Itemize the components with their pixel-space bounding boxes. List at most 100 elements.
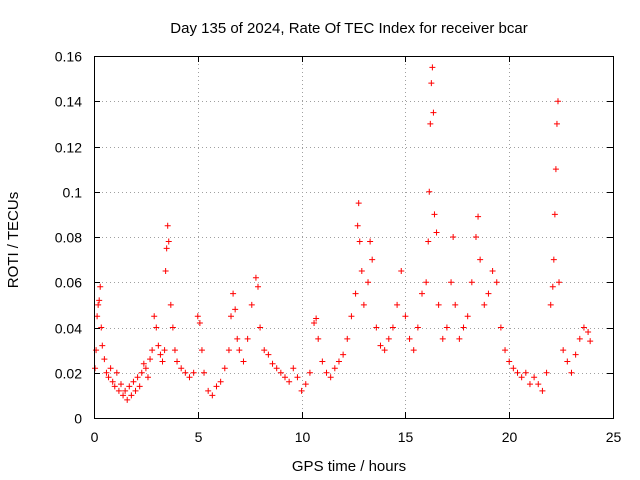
data-point [167, 301, 174, 308]
data-point [547, 301, 554, 308]
data-point [151, 313, 158, 320]
data-point [138, 369, 145, 376]
data-point [196, 319, 203, 326]
data-point [302, 381, 309, 388]
data-point [213, 383, 220, 390]
x-tick-label: 5 [195, 429, 203, 445]
data-point [115, 387, 122, 394]
data-point [178, 365, 185, 372]
data-point [419, 290, 426, 297]
data-point [101, 356, 108, 363]
data-point [164, 222, 171, 229]
y-axis-label: ROTI / TECUs [5, 192, 22, 288]
data-point [510, 365, 517, 372]
data-point [159, 358, 166, 365]
data-point [130, 378, 137, 385]
data-point [410, 347, 417, 354]
axis-ticks: 0 5 10 15 20 25 0 0.02 0.04 0.06 0.08 0.1 0.12 0.14 0.… [55, 49, 622, 446]
y-tick-label: 0.16 [55, 49, 82, 65]
data-point [209, 392, 216, 399]
x-axis-label: GPS time / hours [292, 458, 406, 475]
data-point [531, 374, 538, 381]
data-point [252, 274, 259, 281]
data-point [335, 358, 342, 365]
data-point [497, 324, 504, 331]
data-point [556, 279, 563, 286]
data-point [147, 356, 154, 363]
data-point [560, 347, 567, 354]
y-tick-label: 0.14 [55, 94, 82, 110]
data-point [95, 301, 102, 308]
data-point [105, 374, 112, 381]
data-point [552, 166, 559, 173]
data-point [221, 365, 228, 372]
data-point [514, 369, 521, 376]
data-point [225, 347, 232, 354]
data-point [425, 238, 432, 245]
data-point [228, 313, 235, 320]
data-point [564, 358, 571, 365]
data-point [518, 374, 525, 381]
data-point [506, 358, 513, 365]
data-point [502, 347, 509, 354]
data-point [365, 279, 372, 286]
data-point [128, 392, 135, 399]
data-point [161, 347, 168, 354]
data-point [522, 369, 529, 376]
data-point [236, 347, 243, 354]
data-point [427, 120, 434, 127]
data-point [155, 342, 162, 349]
data-point [201, 369, 208, 376]
data-point [551, 211, 558, 218]
data-point [182, 369, 189, 376]
data-point [240, 358, 247, 365]
data-point [554, 98, 561, 105]
data-point [426, 188, 433, 195]
data-point [406, 335, 413, 342]
data-point [190, 369, 197, 376]
data-point [385, 335, 392, 342]
data-point [472, 234, 479, 240]
data-point [244, 335, 251, 342]
data-point [99, 342, 106, 349]
data-point [294, 374, 301, 381]
data-point [477, 256, 484, 263]
data-point [257, 324, 264, 331]
data-point [460, 324, 467, 331]
data-point [587, 338, 594, 345]
data-point [273, 365, 280, 372]
data-point [543, 369, 550, 376]
data-point [539, 387, 546, 394]
data-point [136, 383, 143, 390]
data-point [568, 369, 575, 376]
data-point [163, 245, 170, 252]
y-tick-label: 0.1 [63, 185, 83, 201]
grid [94, 56, 613, 418]
data-point [367, 238, 374, 245]
data-point [428, 80, 435, 87]
data-point [107, 365, 114, 372]
data-point [255, 283, 262, 290]
data-point [286, 378, 293, 385]
data-point [331, 365, 338, 372]
data-point [585, 329, 592, 336]
data-point [232, 306, 239, 313]
data-point [360, 301, 367, 308]
data-point [456, 335, 463, 342]
y-tick-label: 0 [74, 411, 82, 427]
data-point [443, 324, 450, 331]
data-point [319, 358, 326, 365]
y-tick-label: 0.12 [55, 140, 82, 156]
data-point [98, 324, 105, 331]
data-point [153, 324, 160, 331]
data-point [475, 213, 482, 220]
data-point [281, 374, 288, 381]
data-point [93, 347, 100, 354]
data-point [323, 369, 330, 376]
data-point [414, 324, 421, 331]
data-point [96, 297, 103, 304]
data-point [132, 387, 139, 394]
data-point [142, 365, 149, 372]
data-point [435, 301, 442, 308]
